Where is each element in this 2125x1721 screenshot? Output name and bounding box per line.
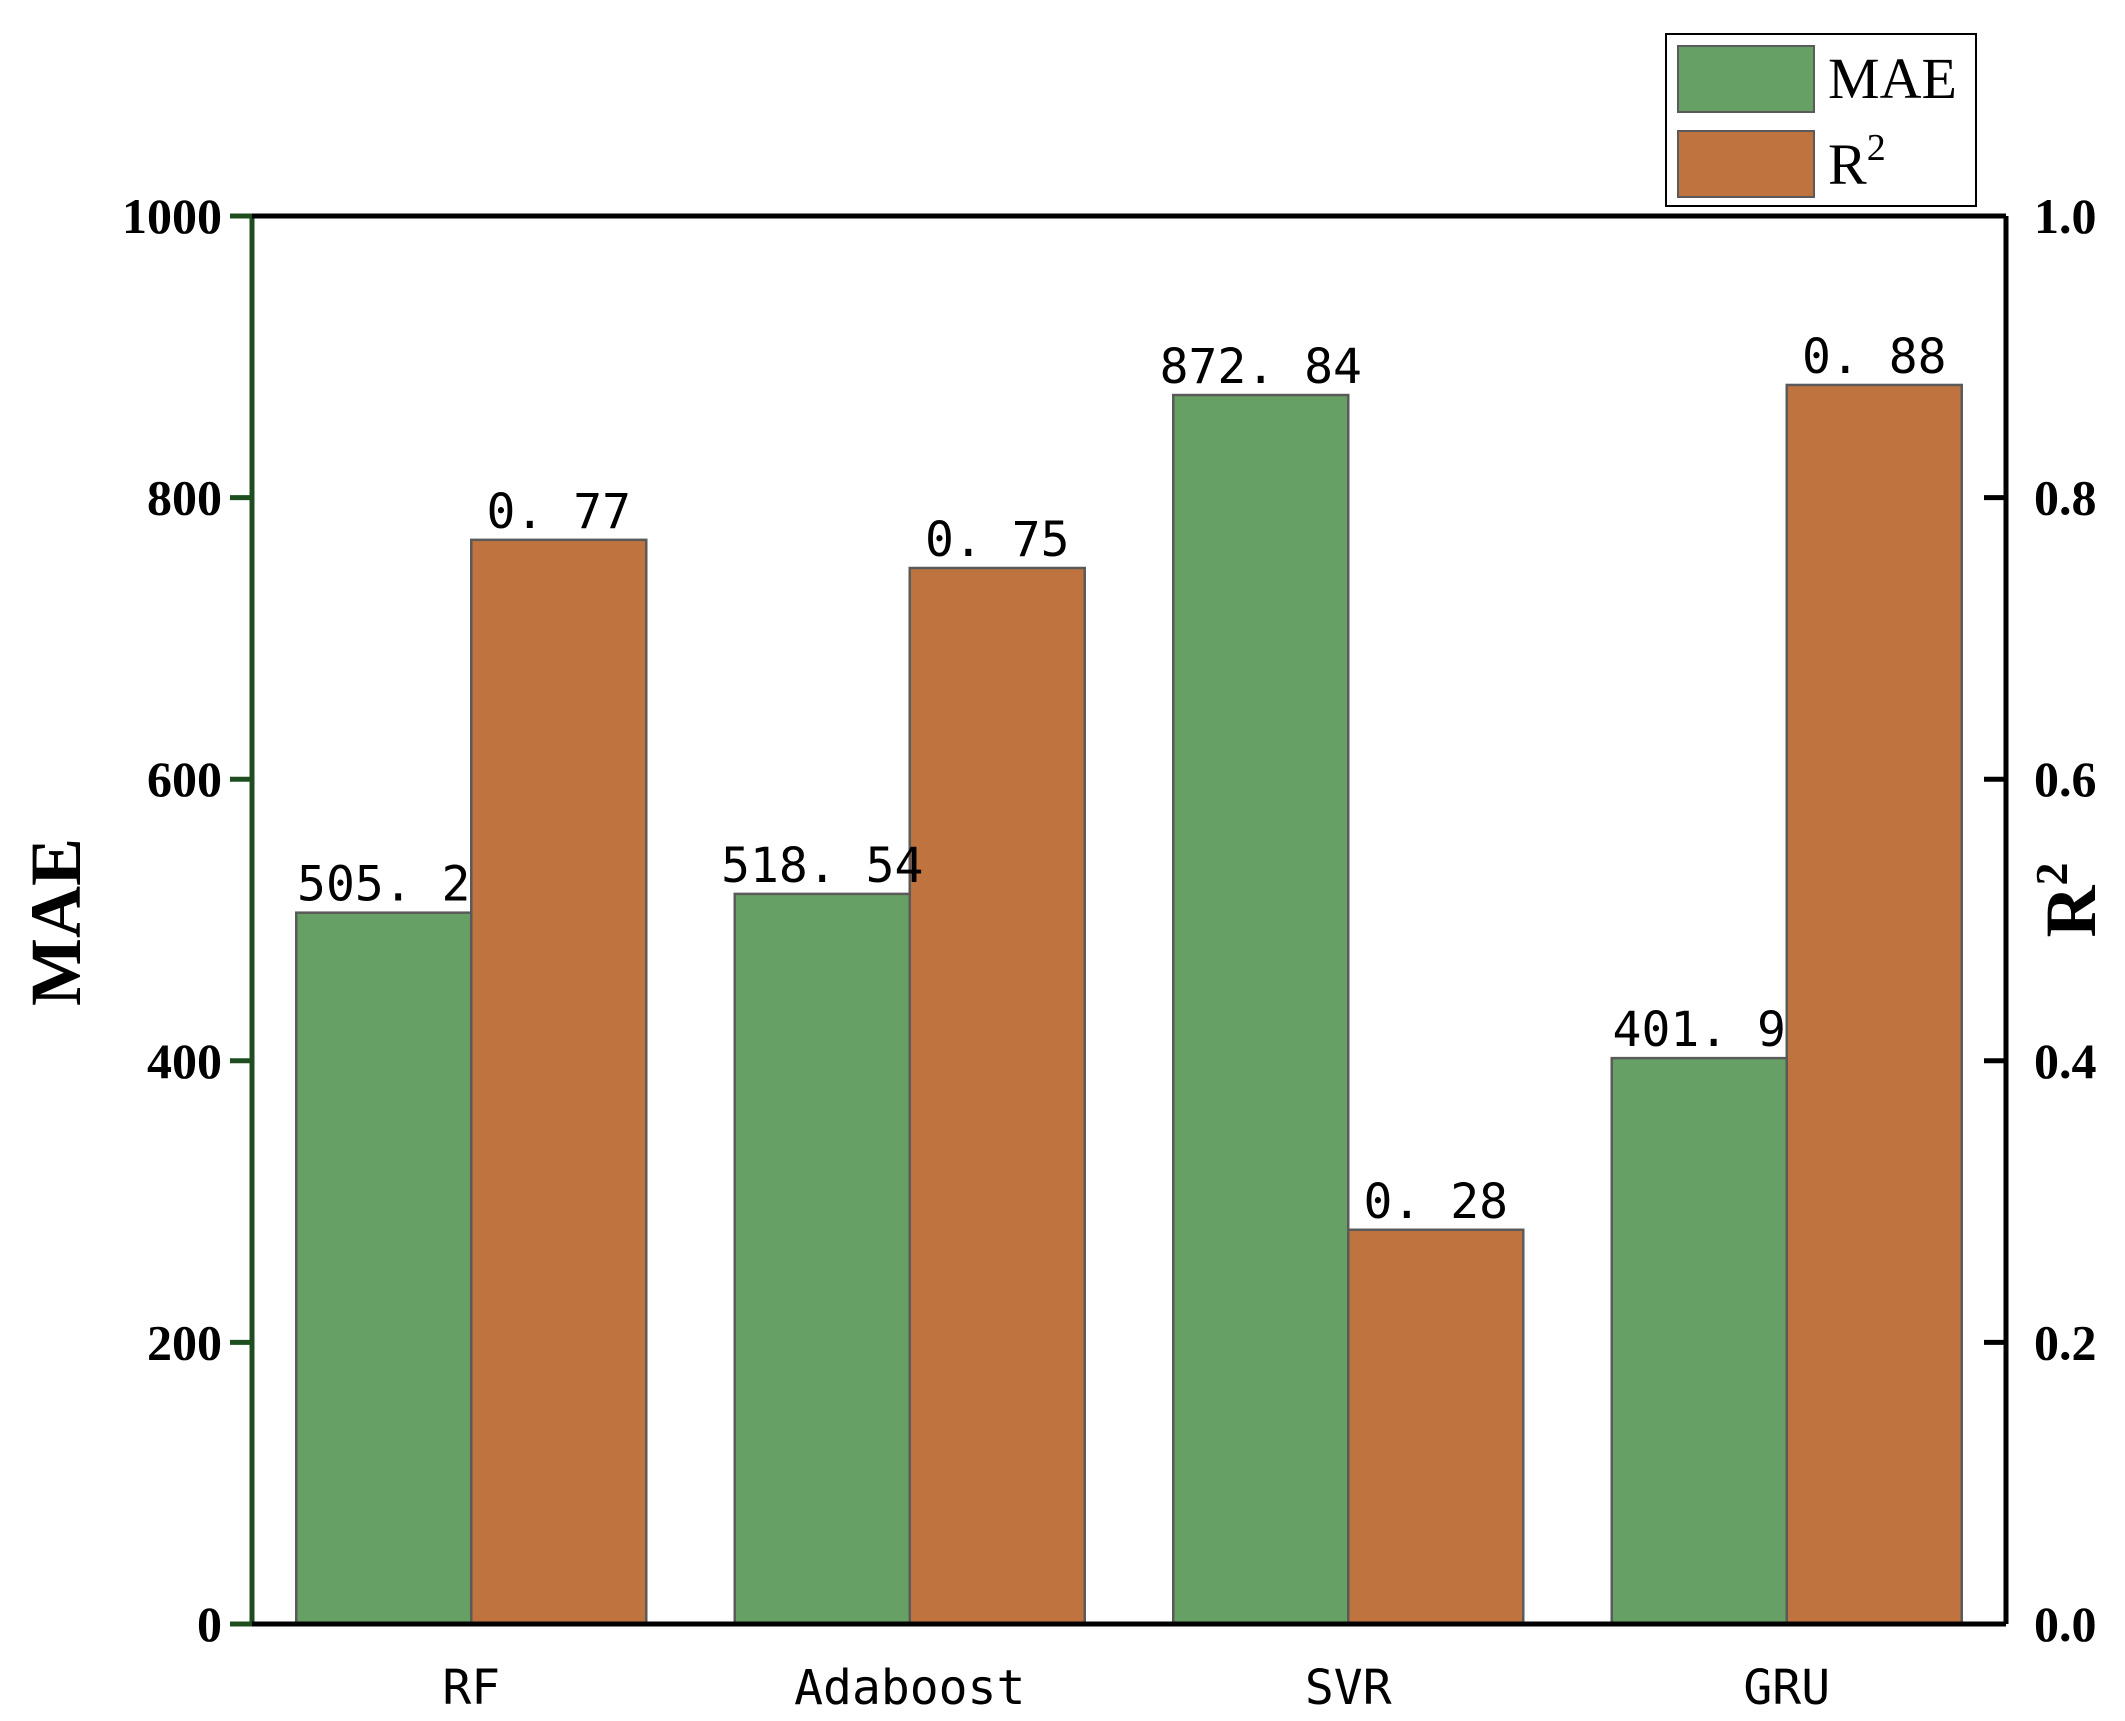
- left-tick-label: 1000: [122, 188, 222, 244]
- right-axis-title-superscript: 2: [2026, 863, 2077, 886]
- bar-mae-svr: [1172, 393, 1350, 1626]
- right-axis-title-base: R: [2031, 885, 2111, 938]
- data-labels-group: 505. 2 0. 77 518. 54 0. 75 872. 84 0. 28 401. …: [297, 329, 1946, 1230]
- legend-label-r2: R2: [1828, 127, 1886, 197]
- x-tick-label-gru: GRU: [1743, 1660, 1830, 1716]
- data-label-mae-rf: 505. 2: [297, 857, 470, 913]
- right-tick-label: 0.8: [2034, 470, 2097, 526]
- legend-label-mae: MAE: [1828, 46, 1957, 111]
- axes-group: [249, 213, 2009, 1627]
- bar-mae-rf: [295, 911, 473, 1626]
- data-label-r2-adaboost: 0. 75: [925, 512, 1070, 568]
- bar-r2-rf: [470, 538, 648, 1626]
- left-tick-label: 0: [197, 1596, 222, 1652]
- data-label-mae-adaboost: 518. 54: [721, 838, 923, 894]
- data-label-r2-gru: 0. 88: [1802, 329, 1947, 385]
- right-axis-ticks: 0.0 0.2 0.4 0.6 0.8 1.0: [1984, 188, 2097, 1652]
- bar-r2-svr: [1347, 1228, 1525, 1626]
- legend-label-mae-text: MAE: [1828, 46, 1957, 111]
- right-tick-label: 0.4: [2034, 1033, 2097, 1089]
- left-tick-label: 200: [147, 1314, 222, 1370]
- right-tick-label: 0.6: [2034, 751, 2097, 807]
- left-tick-label: 600: [147, 751, 222, 807]
- bars-group: [295, 383, 1963, 1626]
- bar-r2-adaboost: [908, 566, 1086, 1626]
- legend-swatch-r2: [1677, 130, 1815, 198]
- x-tick-label-rf: RF: [442, 1660, 500, 1716]
- data-label-r2-rf: 0. 77: [487, 484, 632, 540]
- legend-label-r2-superscript: 2: [1867, 127, 1886, 169]
- right-axis-title: R2: [2026, 863, 2111, 938]
- left-axis-ticks: 0 200 400 600 800 1000: [122, 188, 252, 1652]
- legend-label-r2-text: R: [1828, 132, 1867, 197]
- left-tick-label: 400: [147, 1033, 222, 1089]
- bar-r2-gru: [1785, 383, 1963, 1626]
- bar-mae-adaboost: [733, 892, 911, 1626]
- left-axis-title: MAE: [16, 838, 96, 1006]
- left-tick-label: 800: [147, 470, 222, 526]
- x-axis-ticks: RF Adaboost SVR GRU: [442, 1660, 1830, 1716]
- legend: MAE R2: [1665, 33, 1977, 207]
- legend-swatch-mae: [1677, 45, 1815, 113]
- right-tick-label: 0.2: [2034, 1314, 2097, 1370]
- data-label-mae-gru: 401. 9: [1613, 1002, 1786, 1058]
- right-tick-label: 0.0: [2034, 1596, 2097, 1652]
- right-tick-label: 1.0: [2034, 188, 2097, 244]
- data-label-mae-svr: 872. 84: [1160, 339, 1362, 395]
- x-tick-label-svr: SVR: [1305, 1660, 1392, 1716]
- bar-mae-gru: [1610, 1056, 1788, 1626]
- data-label-r2-svr: 0. 28: [1364, 1174, 1509, 1230]
- x-tick-label-adaboost: Adaboost: [794, 1660, 1025, 1716]
